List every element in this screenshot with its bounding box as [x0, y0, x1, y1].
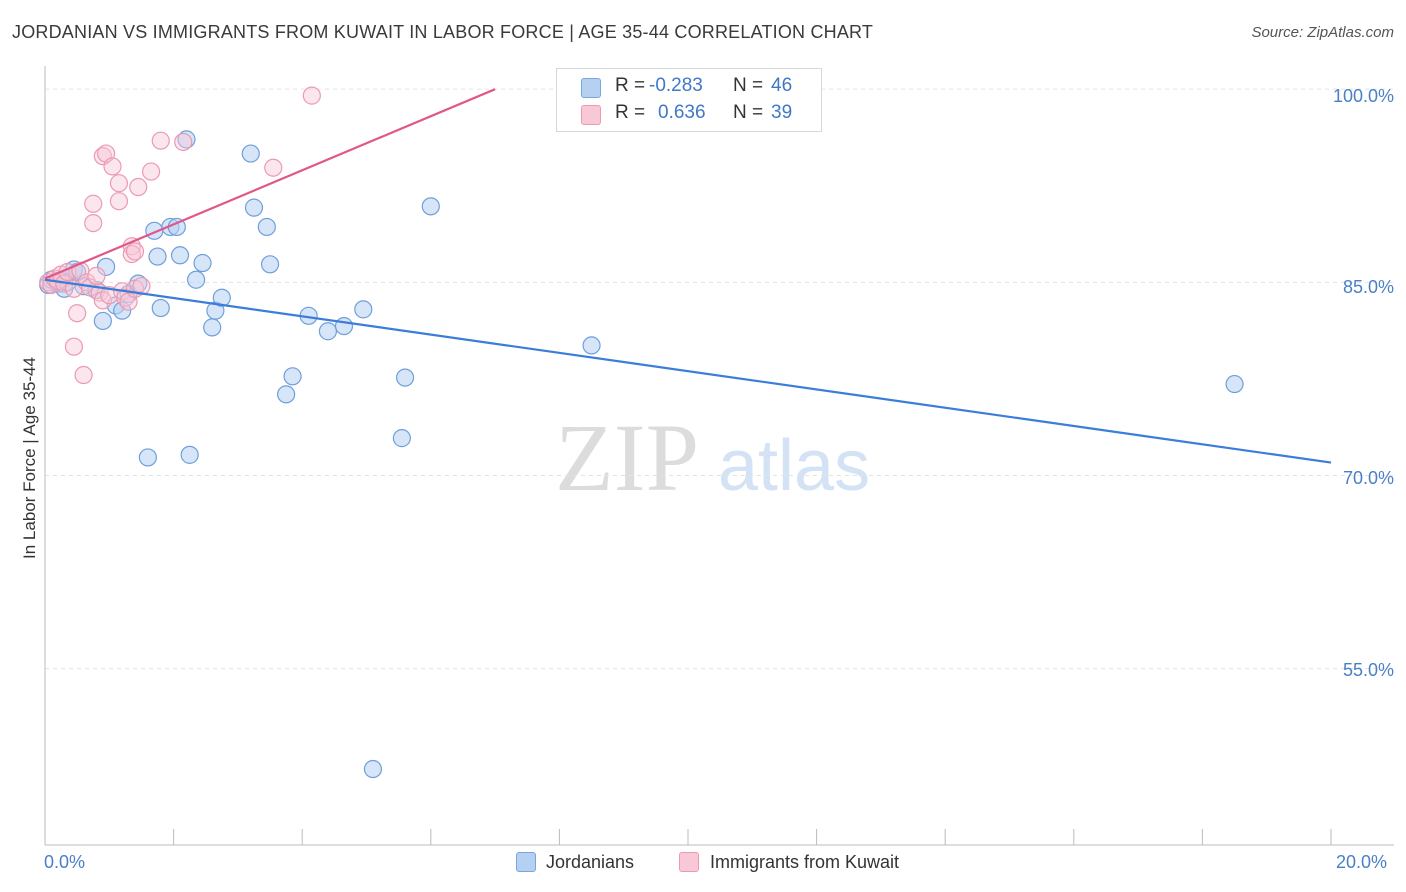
jordanians-point	[187, 270, 206, 289]
kuwait-point	[84, 213, 103, 233]
kuwait-point	[122, 244, 141, 264]
grid-lines	[45, 88, 1394, 670]
r-value: -0.283	[649, 75, 703, 96]
r-label: R =	[615, 75, 646, 96]
jordanians-point	[193, 253, 212, 273]
legend-label: Jordanians	[546, 852, 635, 872]
kuwait-point	[109, 174, 129, 193]
jordanians-point	[203, 318, 222, 337]
legend-label: Immigrants from Kuwait	[710, 852, 900, 872]
watermark-atlas: atlas	[718, 426, 870, 506]
data-points	[39, 86, 1244, 779]
jordanians-point	[334, 316, 354, 336]
jordanians-point	[151, 298, 170, 318]
legend-swatch-pink	[581, 105, 601, 125]
legend-swatch-blue	[516, 852, 536, 872]
jordanians-point	[318, 322, 338, 341]
jordanians-point	[177, 130, 196, 149]
y-tick-label: 55.0%	[1342, 660, 1394, 680]
n-value: 39	[771, 102, 793, 123]
jordanians-point	[392, 429, 411, 448]
jordanians-point	[244, 198, 264, 217]
x-tick-label-max: 20.0%	[1336, 852, 1388, 872]
jordanians-point	[148, 247, 167, 266]
kuwait-point	[68, 304, 87, 323]
jordanians-point	[93, 311, 112, 331]
jordanians-point	[354, 300, 373, 319]
jordanians-point	[395, 368, 415, 387]
jordanians-point	[363, 759, 383, 779]
jordanians-point	[212, 288, 231, 307]
kuwait-point	[151, 131, 170, 150]
kuwait-point	[132, 277, 151, 296]
kuwait-point	[87, 266, 106, 285]
y-tick-label: 100.0%	[1332, 86, 1394, 106]
jordanians-point	[138, 448, 157, 467]
kuwait-point	[141, 162, 161, 181]
jordanians-point	[241, 144, 260, 163]
x-tick-label-min: 0.0%	[44, 852, 86, 872]
kuwait-point	[109, 192, 129, 211]
n-label: N =	[733, 102, 764, 123]
kuwait-point	[74, 365, 93, 385]
kuwait-point	[174, 132, 193, 152]
chart-source: Source: ZipAtlas.com	[1251, 24, 1394, 41]
jordanians-point	[421, 197, 440, 216]
stats-legend: R = -0.283 N = 46 R = 0.636 N = 39	[556, 68, 822, 132]
r-label: R =	[615, 102, 646, 123]
kuwait-point	[84, 194, 103, 213]
axes	[44, 66, 1394, 846]
kuwait-point	[64, 337, 84, 356]
jordanians-point	[1225, 374, 1244, 394]
jordanians-point	[283, 367, 302, 386]
watermark-zip: ZIP	[555, 404, 699, 511]
kuwait-point	[103, 157, 122, 176]
r-value: 0.636	[658, 102, 706, 123]
jordanians-trend-line	[44, 278, 1332, 464]
y-tick-label: 70.0%	[1342, 468, 1394, 488]
n-value: 46	[771, 75, 793, 96]
y-tick-label: 85.0%	[1342, 277, 1394, 297]
kuwait-trend-line	[44, 88, 496, 280]
jordanians-point	[257, 217, 276, 237]
jordanians-point	[180, 445, 199, 464]
kuwait-point	[129, 177, 148, 197]
jordanians-point	[260, 255, 280, 274]
legend-swatch-pink	[679, 852, 699, 872]
kuwait-point	[125, 242, 145, 261]
jordanians-point	[277, 385, 296, 404]
kuwait-point	[302, 86, 321, 105]
legend-swatch-blue	[581, 78, 601, 98]
kuwait-point	[264, 158, 283, 177]
n-label: N =	[733, 75, 764, 96]
jordanians-point	[170, 246, 190, 265]
trend-lines	[44, 88, 1332, 464]
chart-title: JORDANIAN VS IMMIGRANTS FROM KUWAIT IN L…	[12, 22, 874, 42]
jordanians-point	[582, 336, 601, 355]
